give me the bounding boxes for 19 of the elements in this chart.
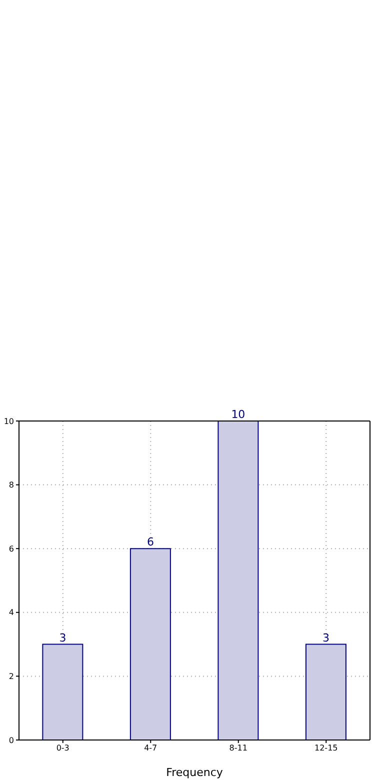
bar xyxy=(42,644,84,740)
y-tick-label: 0 xyxy=(8,736,14,745)
bar xyxy=(305,644,346,740)
x-tick-label: 8-11 xyxy=(229,744,248,753)
bar xyxy=(218,421,259,740)
data-label: 10 xyxy=(231,408,246,421)
y-tick-label: 10 xyxy=(4,416,14,426)
data-label: 6 xyxy=(146,536,154,549)
data-label: 3 xyxy=(322,631,330,644)
bar xyxy=(130,548,171,740)
y-tick-label: 8 xyxy=(8,480,14,490)
x-tick-label: 0-3 xyxy=(56,744,70,753)
x-axis-title: Frequency xyxy=(166,766,224,779)
y-tick-label: 4 xyxy=(8,608,14,618)
x-tick-label: 12-15 xyxy=(314,744,338,753)
x-tick-label: 4-7 xyxy=(144,744,158,753)
y-tick-label: 6 xyxy=(8,544,14,554)
data-label: 3 xyxy=(59,631,66,644)
y-tick-label: 2 xyxy=(8,672,14,682)
